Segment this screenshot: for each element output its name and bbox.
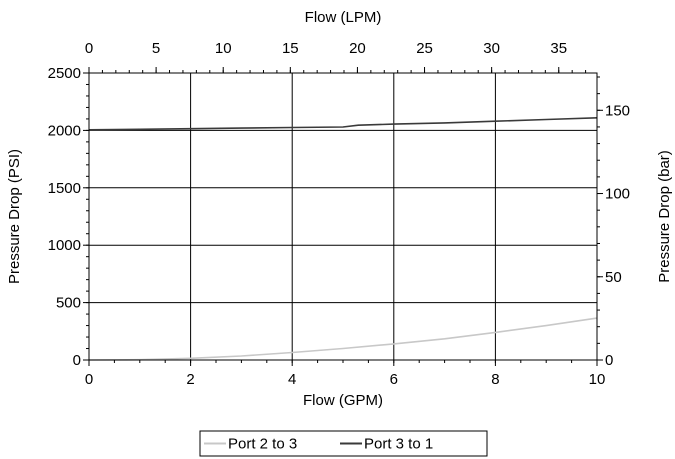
y-tick-label: 2000 bbox=[48, 122, 81, 139]
x-axis-title: Flow (GPM) bbox=[303, 392, 383, 409]
y-tick-label: 1500 bbox=[48, 180, 81, 197]
legend-label-port-2-to-3: Port 2 to 3 bbox=[228, 436, 297, 453]
x2-tick-label: 15 bbox=[282, 40, 299, 57]
x-tick-label: 2 bbox=[186, 371, 194, 388]
y-tick-label: 0 bbox=[73, 352, 81, 369]
legend: Port 2 to 3 Port 3 to 1 bbox=[199, 430, 488, 457]
x-tick-label: 4 bbox=[288, 371, 296, 388]
x2-tick-label: 10 bbox=[215, 40, 232, 57]
y-tick-label: 2500 bbox=[48, 65, 81, 82]
y-axis-left: 0 500 1000 1500 2000 2500 bbox=[48, 65, 89, 369]
x-tick-label: 0 bbox=[85, 371, 93, 388]
y2-tick-label: 0 bbox=[605, 352, 613, 369]
x-tick-label: 8 bbox=[491, 371, 499, 388]
series-lines bbox=[88, 117, 598, 361]
x-axis-top: 0 5 10 15 20 25 30 35 bbox=[85, 40, 587, 73]
series-line-port-3-to-1 bbox=[88, 117, 598, 131]
plot-frame bbox=[88, 72, 598, 361]
y2-tick-label: 100 bbox=[605, 186, 630, 203]
x2-tick-label: 30 bbox=[483, 40, 500, 57]
series-line-port-2-to-3 bbox=[88, 317, 598, 361]
x2-axis-title: Flow (LPM) bbox=[305, 9, 382, 26]
legend-label-port-3-to-1: Port 3 to 1 bbox=[364, 436, 433, 453]
x2-tick-label: 5 bbox=[152, 40, 160, 57]
y-tick-label: 1000 bbox=[48, 237, 81, 254]
x2-tick-label: 0 bbox=[85, 40, 93, 57]
x2-tick-label: 35 bbox=[550, 40, 567, 57]
y-axis-right: 0 50 100 150 bbox=[597, 76, 630, 369]
x-tick-label: 10 bbox=[589, 371, 606, 388]
x-tick-label: 6 bbox=[390, 371, 398, 388]
y2-tick-label: 50 bbox=[605, 269, 622, 286]
x2-tick-label: 25 bbox=[416, 40, 433, 57]
y2-tick-label: 150 bbox=[605, 102, 630, 119]
y-axis-title: Pressure Drop (PSI) bbox=[6, 149, 23, 284]
y2-axis-title: Pressure Drop (bar) bbox=[656, 150, 673, 283]
x-axis-bottom: 0 2 4 6 8 10 bbox=[85, 360, 606, 388]
y-tick-label: 500 bbox=[56, 295, 81, 312]
x2-tick-label: 20 bbox=[349, 40, 366, 57]
grid bbox=[89, 73, 597, 360]
